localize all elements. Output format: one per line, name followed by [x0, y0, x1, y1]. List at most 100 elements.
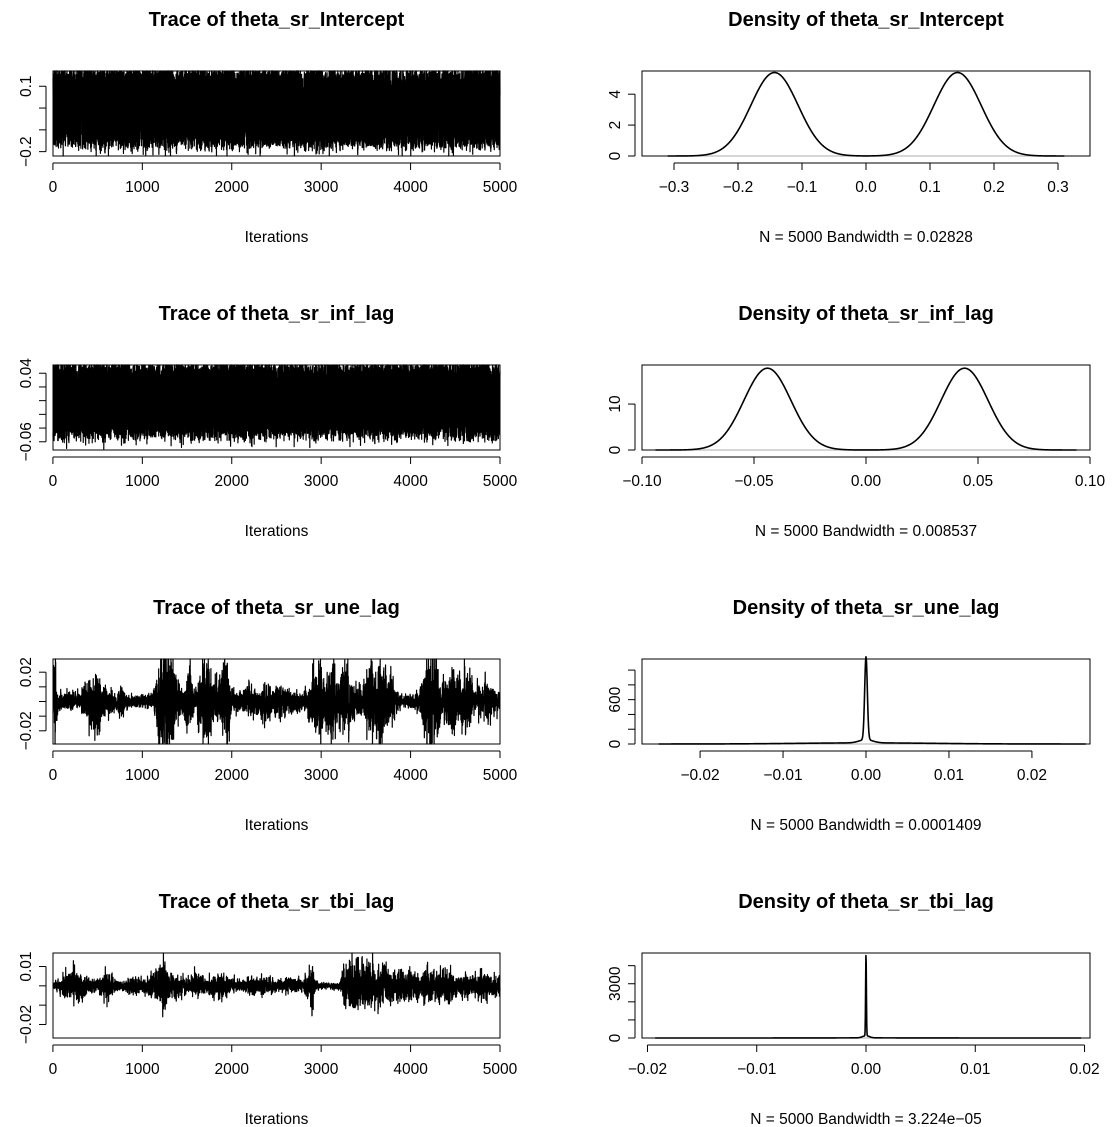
- trace-line: [52, 952, 501, 1018]
- y-tick-label: −0.06: [18, 422, 35, 461]
- x-axis-label: N = 5000 Bandwidth = 0.02828: [759, 229, 973, 246]
- x-tick-label: 0.1: [919, 179, 941, 196]
- x-tick-label: 3000: [304, 473, 339, 490]
- plot-frame: [641, 658, 1091, 745]
- x-tick-label: −0.02: [628, 1061, 667, 1078]
- trace-line: [52, 364, 501, 450]
- x-tick-label: −0.02: [680, 767, 719, 784]
- x-tick-label: 0.00: [851, 767, 882, 784]
- chart-title: Trace of theta_sr_tbi_lag: [159, 891, 395, 913]
- x-tick-label: 0: [49, 1061, 58, 1078]
- x-tick-label: 0.01: [960, 1061, 990, 1078]
- trace-line: [52, 70, 501, 157]
- x-tick-label: 5000: [483, 179, 518, 196]
- y-tick-label: 0.01: [18, 951, 35, 981]
- x-tick-label: 4000: [393, 1061, 428, 1078]
- x-tick-label: 0.3: [1047, 179, 1069, 196]
- x-tick-label: 0.2: [983, 179, 1005, 196]
- x-tick-label: −0.05: [734, 473, 773, 490]
- x-tick-label: 1000: [125, 179, 160, 196]
- density-curve: [654, 367, 1078, 451]
- x-axis-label: Iterations: [245, 817, 309, 834]
- x-tick-label: 0.00: [851, 1061, 882, 1078]
- y-tick-label: −0.02: [18, 1005, 35, 1044]
- x-tick-label: 0.02: [1017, 767, 1047, 784]
- y-tick-label: 0: [607, 445, 624, 454]
- x-tick-label: 3000: [304, 179, 339, 196]
- plot-frame: [641, 70, 1091, 157]
- x-tick-label: 1000: [125, 767, 160, 784]
- chart-title: Trace of theta_sr_Intercept: [149, 9, 405, 31]
- chart-title: Density of theta_sr_inf_lag: [738, 303, 994, 325]
- chart-title: Density of theta_sr_une_lag: [733, 597, 1000, 619]
- chart-title: Density of theta_sr_Intercept: [728, 9, 1004, 31]
- x-tick-label: 5000: [483, 1061, 518, 1078]
- y-tick-label: 4: [607, 89, 624, 98]
- x-tick-label: 0: [49, 179, 58, 196]
- x-axis-label: Iterations: [245, 523, 309, 540]
- y-tick-label: 0: [607, 1033, 624, 1042]
- x-tick-label: 0.10: [1075, 473, 1106, 490]
- x-tick-label: 3000: [304, 1061, 339, 1078]
- trace-line: [52, 658, 501, 745]
- x-tick-label: −0.3: [659, 179, 690, 196]
- y-tick-label: 10: [607, 395, 624, 413]
- x-tick-label: 5000: [483, 473, 518, 490]
- chart-panel: Trace of theta_sr_une_lag 0 1000 2000 3000 40…: [18, 597, 518, 834]
- x-tick-label: 1000: [125, 473, 160, 490]
- chart-panel: Density of theta_sr_une_lag −0.02 −0.01 0.0…: [607, 597, 1091, 834]
- chart-panel: Trace of theta_sr_Intercept 0 1000 2000 3000…: [18, 9, 518, 246]
- x-tick-label: 0.05: [963, 473, 993, 490]
- x-tick-label: −0.01: [737, 1061, 776, 1078]
- density-curve: [654, 954, 1082, 1039]
- x-tick-label: 0: [49, 767, 58, 784]
- chart-panel: Density of theta_sr_tbi_lag −0.02 −0.01 0.0…: [607, 891, 1100, 1127]
- y-tick-label: 600: [607, 686, 624, 712]
- x-tick-label: 3000: [304, 767, 339, 784]
- y-tick-label: 0.02: [18, 657, 35, 687]
- x-tick-label: 2000: [215, 179, 250, 196]
- x-tick-label: 0.02: [1069, 1061, 1099, 1078]
- x-tick-label: −0.2: [723, 179, 754, 196]
- chart-title: Trace of theta_sr_inf_lag: [159, 303, 395, 325]
- y-tick-label: 0: [607, 151, 624, 160]
- x-tick-label: 0.0: [855, 179, 877, 196]
- x-tick-label: 0.00: [851, 473, 882, 490]
- x-tick-label: 2000: [215, 1061, 250, 1078]
- x-tick-label: −0.10: [622, 473, 662, 490]
- y-tick-label: −0.02: [18, 711, 35, 750]
- y-tick-label: 0.1: [18, 75, 35, 97]
- y-tick-label: 0.04: [18, 358, 35, 389]
- y-tick-label: 3000: [607, 966, 624, 1001]
- x-tick-label: 4000: [393, 767, 428, 784]
- chart-panel: Density of theta_sr_inf_lag −0.10 −0.05 0.0…: [607, 303, 1105, 540]
- x-tick-label: −0.1: [787, 179, 818, 196]
- x-axis-label: N = 5000 Bandwidth = 3.224e−05: [750, 1111, 981, 1127]
- y-tick-label: 0: [607, 739, 624, 748]
- x-axis-label: N = 5000 Bandwidth = 0.0001409: [751, 817, 982, 834]
- density-curve: [658, 656, 1087, 745]
- chart-title: Density of theta_sr_tbi_lag: [738, 891, 994, 913]
- y-tick-label: −0.2: [18, 136, 35, 167]
- x-tick-label: 1000: [125, 1061, 160, 1078]
- x-tick-label: 5000: [483, 767, 518, 784]
- x-axis-label: Iterations: [245, 1111, 309, 1127]
- chart-panel: Trace of theta_sr_tbi_lag 0 1000 2000 3000 40…: [18, 891, 518, 1127]
- density-curve: [667, 71, 1065, 157]
- x-tick-label: −0.01: [763, 767, 802, 784]
- plot-frame: [52, 952, 501, 1039]
- x-tick-label: 2000: [215, 473, 250, 490]
- plot-frame: [641, 364, 1091, 451]
- x-tick-label: 0: [49, 473, 58, 490]
- x-tick-label: 4000: [393, 473, 428, 490]
- x-tick-label: 0.01: [934, 767, 964, 784]
- chart-title: Trace of theta_sr_une_lag: [153, 597, 400, 619]
- chart-panel: Density of theta_sr_Intercept −0.3 −0.2 −0.…: [607, 9, 1091, 246]
- x-tick-label: 2000: [215, 767, 250, 784]
- x-axis-label: Iterations: [245, 229, 309, 246]
- x-tick-label: 4000: [393, 179, 428, 196]
- y-tick-label: 2: [607, 121, 624, 130]
- x-axis-label: N = 5000 Bandwidth = 0.008537: [755, 523, 977, 540]
- chart-panel: Trace of theta_sr_inf_lag 0 1000 2000 3000 40…: [18, 303, 518, 540]
